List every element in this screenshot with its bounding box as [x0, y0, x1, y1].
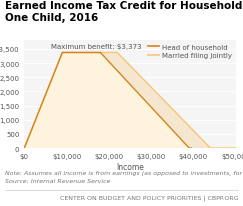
X-axis label: Income: Income [116, 162, 144, 171]
Polygon shape [24, 53, 236, 148]
Legend: Head of household, Married filing jointly: Head of household, Married filing jointl… [148, 45, 232, 59]
Text: Maximum benefit: $3,373: Maximum benefit: $3,373 [51, 44, 141, 50]
Text: Earned Income Tax Credit for Households with
One Child, 2016: Earned Income Tax Credit for Households … [5, 1, 243, 23]
Text: Note: Assumes all income is from earnings (as opposed to investments, for exampl: Note: Assumes all income is from earning… [5, 170, 243, 175]
Text: Source: Internal Revenue Service: Source: Internal Revenue Service [5, 178, 110, 183]
Polygon shape [24, 53, 191, 148]
Text: CENTER ON BUDGET AND POLICY PRIORITIES | CBPP.ORG: CENTER ON BUDGET AND POLICY PRIORITIES |… [60, 195, 238, 200]
